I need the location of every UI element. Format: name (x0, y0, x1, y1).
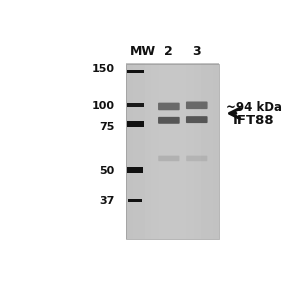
Text: MW: MW (130, 44, 156, 58)
Bar (126, 64, 219, 239)
Bar (127, 121, 145, 127)
Text: IFT88: IFT88 (233, 114, 274, 127)
FancyBboxPatch shape (158, 103, 180, 110)
FancyBboxPatch shape (186, 156, 207, 161)
Text: 3: 3 (193, 44, 201, 58)
Text: 75: 75 (99, 122, 114, 132)
FancyBboxPatch shape (158, 156, 179, 161)
Bar (128, 199, 142, 202)
Text: ~94 kDa: ~94 kDa (226, 101, 282, 114)
Bar (127, 167, 143, 173)
FancyBboxPatch shape (186, 116, 208, 123)
Bar (127, 70, 145, 73)
FancyBboxPatch shape (186, 101, 208, 109)
Text: 50: 50 (99, 166, 114, 176)
Bar (127, 103, 145, 107)
Text: 100: 100 (91, 101, 114, 112)
FancyBboxPatch shape (158, 117, 180, 124)
Text: 150: 150 (91, 64, 114, 74)
Text: 37: 37 (99, 196, 114, 206)
Text: 2: 2 (164, 44, 173, 58)
